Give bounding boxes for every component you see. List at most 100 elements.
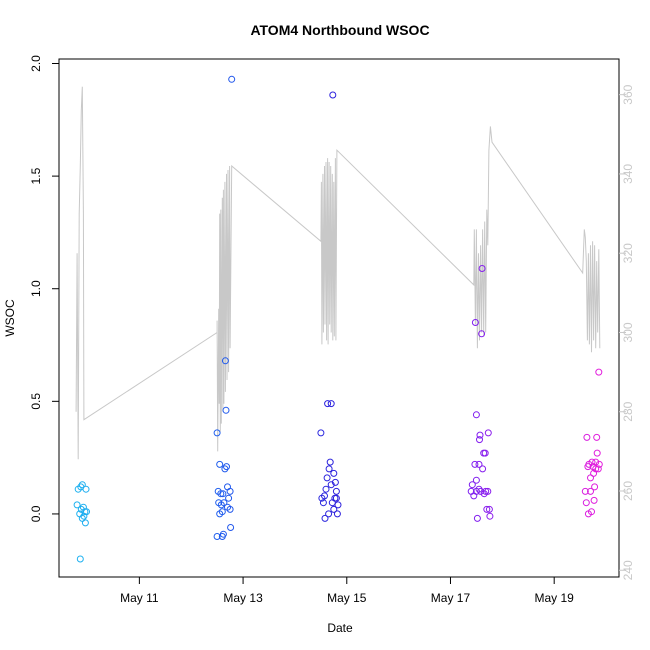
data-point (592, 458, 600, 466)
data-point (477, 487, 485, 495)
data-point (325, 510, 333, 518)
secondary-y-axis: 240 260 280 300 320 340 360 (619, 84, 635, 580)
data-point (478, 330, 486, 338)
data-point (468, 481, 476, 489)
data-point (324, 400, 332, 408)
data-point (228, 75, 236, 83)
data-point (81, 519, 89, 527)
data-point (588, 458, 596, 466)
y2-tick-label: 260 (621, 481, 635, 501)
y2-tick-label: 280 (621, 401, 635, 421)
y-tick-label: 0.5 (29, 393, 43, 410)
data-point (325, 465, 333, 473)
data-point (326, 458, 334, 466)
data-point (481, 449, 489, 457)
data-point (591, 483, 599, 491)
data-point (478, 265, 486, 272)
data-point (475, 460, 483, 468)
data-point (484, 429, 492, 437)
data-point (581, 487, 589, 495)
data-point (78, 481, 86, 489)
y2-tick-label: 360 (621, 84, 635, 104)
data-point (226, 505, 234, 513)
x-tick-label: May 15 (327, 591, 367, 605)
data-point (334, 501, 342, 509)
data-point (322, 485, 330, 493)
y-tick-label: 1.5 (29, 167, 43, 184)
data-point (583, 433, 591, 441)
data-point (473, 514, 481, 522)
data-point (219, 530, 227, 538)
data-point (223, 463, 230, 471)
scatter-series (73, 75, 603, 563)
data-point (594, 465, 602, 473)
data-point (83, 508, 90, 516)
data-point (317, 429, 325, 437)
data-point (327, 400, 335, 408)
x-axis-label: Date (327, 621, 353, 635)
data-point (588, 508, 595, 516)
data-point (213, 533, 221, 540)
data-point (593, 449, 601, 457)
data-point (225, 494, 233, 502)
y2-tick-label: 240 (621, 560, 635, 580)
y2-tick-label: 340 (621, 164, 635, 184)
data-point (76, 555, 84, 563)
plot-frame (58, 58, 620, 578)
data-point (82, 485, 90, 493)
data-point (332, 487, 340, 495)
data-point (476, 436, 483, 444)
data-point (226, 487, 234, 495)
secondary-line (75, 86, 601, 460)
data-point (323, 474, 331, 482)
data-point (216, 460, 224, 468)
data-point (595, 368, 603, 376)
data-point (220, 499, 228, 507)
y-tick-label: 1.0 (29, 280, 43, 297)
data-point (485, 505, 493, 513)
data-point (587, 487, 594, 495)
data-point (482, 487, 490, 495)
data-point (590, 496, 598, 504)
data-point (486, 512, 494, 520)
x-tick-label: May 11 (120, 591, 159, 605)
data-point (329, 91, 337, 99)
data-point (219, 490, 227, 498)
data-point (472, 476, 480, 484)
y2-tick-label: 320 (621, 243, 635, 263)
data-point (471, 460, 479, 468)
data-point (332, 494, 340, 502)
chart-title: ATOM4 Northbound WSOC (250, 22, 429, 38)
y-axis-label: WSOC (3, 299, 17, 337)
data-point (222, 406, 230, 414)
data-point (595, 460, 603, 468)
data-point (217, 490, 225, 498)
data-point (476, 431, 484, 439)
data-point (582, 499, 590, 507)
data-point (73, 501, 81, 509)
data-point (593, 433, 601, 441)
x-tick-label: May 19 (535, 591, 575, 605)
secondary-line-series (75, 86, 601, 460)
x-tick-label: May 17 (431, 591, 471, 605)
data-point (330, 469, 338, 477)
y-axis: 0.0 0.5 1.0 1.5 2.0 (29, 55, 59, 522)
x-axis: May 11 May 13 May 15 May 17 May 19 (120, 577, 574, 605)
data-point (472, 487, 480, 495)
y2-tick-label: 300 (621, 322, 635, 342)
data-point (221, 357, 229, 365)
data-point (227, 524, 235, 531)
data-point (592, 465, 600, 473)
x-tick-label: May 13 (223, 591, 263, 605)
data-point (472, 411, 480, 419)
data-point (331, 478, 339, 486)
data-point (218, 508, 226, 516)
data-point (319, 499, 327, 507)
data-point (327, 481, 335, 489)
data-point (587, 474, 594, 482)
data-point (333, 510, 341, 518)
data-point (213, 429, 221, 437)
y-tick-label: 2.0 (29, 55, 43, 72)
